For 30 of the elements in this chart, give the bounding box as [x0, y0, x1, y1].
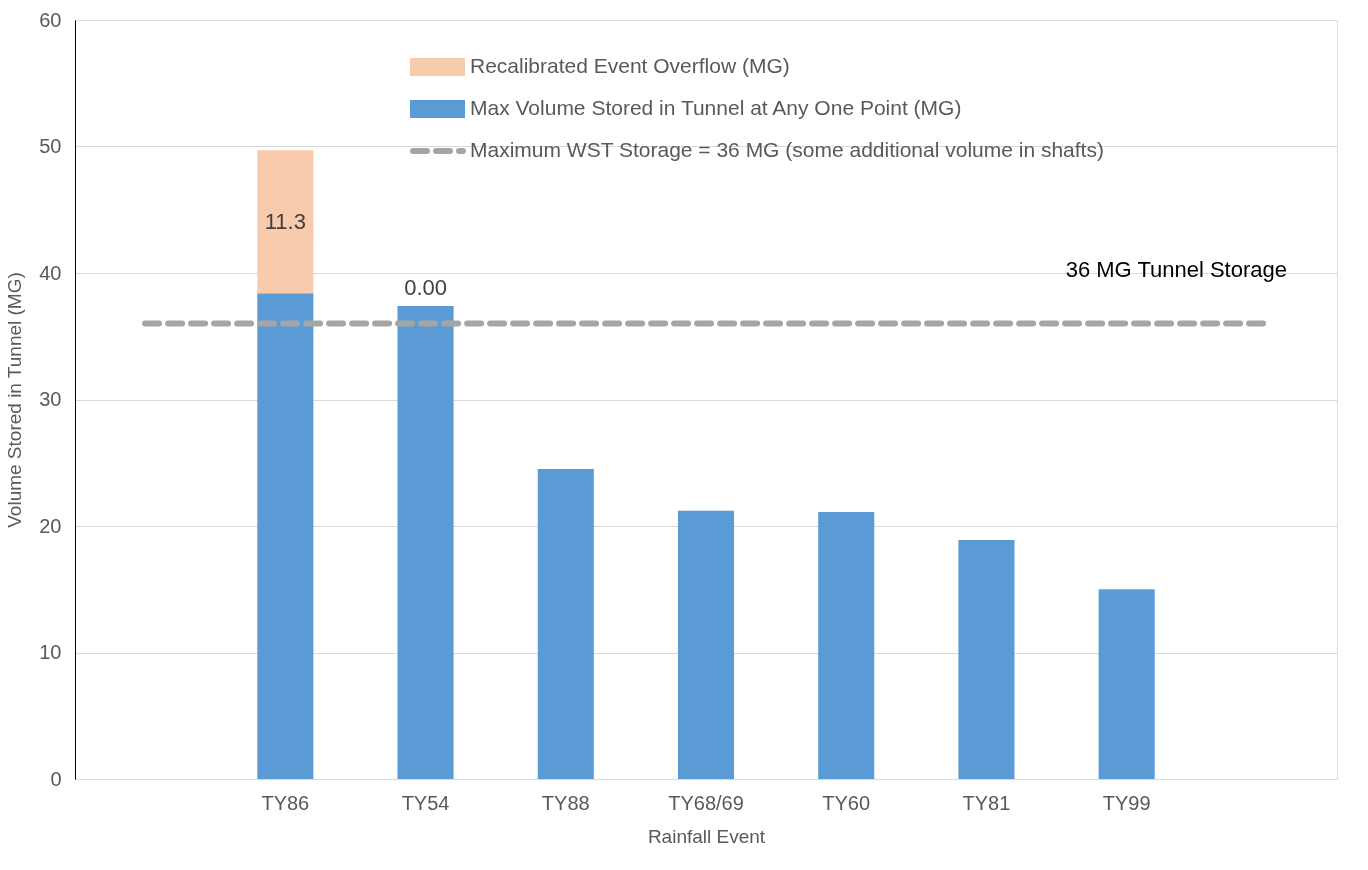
y-tick-label: 0	[50, 767, 62, 790]
data-label: 11.3	[264, 208, 306, 234]
bar	[1098, 589, 1155, 779]
x-tick-label: TY81	[962, 791, 1011, 814]
y-tick-label: 60	[39, 8, 62, 31]
legend-label: Max Volume Stored in Tunnel at Any One Point (MG)	[470, 96, 962, 119]
y-tick-label: 10	[39, 641, 62, 663]
y-axis-title: Volume Stored in Tunnel (MG)	[4, 272, 26, 528]
x-tick-label: TY60	[822, 791, 871, 814]
x-tick-label: TY86	[261, 791, 310, 814]
legend-label: Recalibrated Event Overflow (MG)	[470, 54, 790, 77]
bar	[677, 510, 735, 779]
annotation: 36 MG Tunnel Storage	[1065, 256, 1287, 282]
legend-label: Maximum WST Storage = 36 MG (some additional volume in shafts)	[470, 138, 1104, 161]
x-tick-label: TY88	[541, 791, 590, 814]
bar	[257, 150, 314, 294]
y-tick-label: 20	[39, 514, 62, 537]
x-axis-title: Rainfall Event	[647, 825, 766, 847]
x-tick-label: TY68/69	[668, 791, 744, 814]
x-tick-label: TY99	[1102, 791, 1151, 814]
bar	[257, 293, 314, 779]
x-tick-label: TY54	[401, 791, 450, 814]
bar	[397, 305, 454, 779]
y-tick-label: 30	[39, 388, 62, 410]
y-tick-label: 40	[39, 261, 62, 284]
bar	[958, 539, 1015, 779]
data-label: 0.00	[404, 274, 447, 300]
y-tick-label: 50	[39, 135, 62, 157]
bar	[818, 512, 875, 779]
bar	[537, 469, 594, 779]
